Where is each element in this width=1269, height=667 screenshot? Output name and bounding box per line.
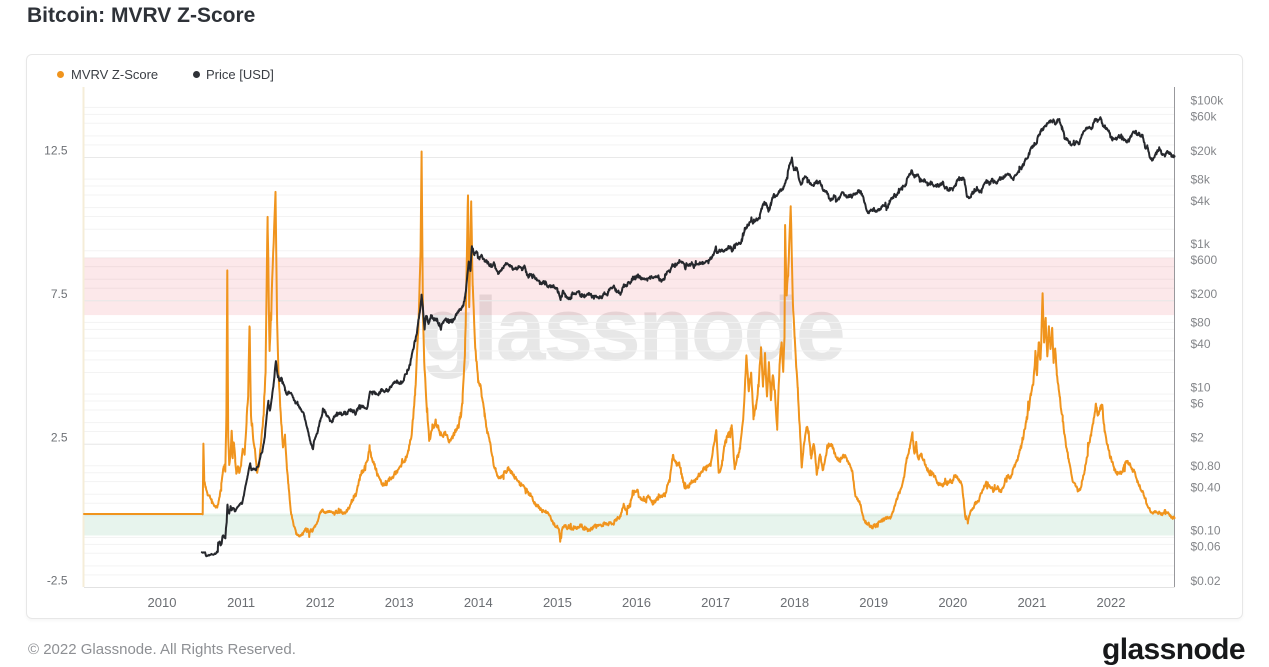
svg-text:$6: $6 — [1191, 396, 1205, 410]
svg-text:$20k: $20k — [1191, 144, 1218, 158]
svg-text:2.5: 2.5 — [51, 430, 68, 444]
svg-text:$10: $10 — [1191, 380, 1211, 394]
svg-text:2012: 2012 — [306, 595, 335, 610]
svg-text:2011: 2011 — [227, 595, 255, 610]
svg-text:7.5: 7.5 — [51, 287, 68, 301]
svg-text:2014: 2014 — [464, 595, 493, 610]
svg-text:glassnode: glassnode — [421, 280, 844, 380]
svg-text:$0.02: $0.02 — [1191, 574, 1221, 588]
svg-text:$2: $2 — [1191, 431, 1205, 445]
svg-text:$40: $40 — [1191, 337, 1211, 351]
svg-text:2017: 2017 — [701, 595, 730, 610]
svg-text:$1k: $1k — [1191, 237, 1211, 251]
svg-text:2013: 2013 — [385, 595, 414, 610]
svg-text:$60k: $60k — [1191, 110, 1218, 124]
svg-text:2015: 2015 — [543, 595, 572, 610]
svg-text:$0.80: $0.80 — [1191, 459, 1221, 473]
svg-text:$4k: $4k — [1191, 194, 1211, 208]
svg-text:$100k: $100k — [1191, 94, 1225, 108]
svg-text:12.5: 12.5 — [44, 144, 68, 158]
svg-text:$0.10: $0.10 — [1191, 524, 1221, 538]
svg-text:$8k: $8k — [1191, 172, 1211, 186]
svg-text:$0.40: $0.40 — [1191, 481, 1221, 495]
svg-text:2020: 2020 — [938, 595, 967, 610]
svg-text:2016: 2016 — [622, 595, 651, 610]
svg-text:$600: $600 — [1191, 253, 1218, 267]
svg-text:-2.5: -2.5 — [47, 574, 68, 588]
svg-text:$200: $200 — [1191, 287, 1218, 301]
svg-text:$80: $80 — [1191, 316, 1211, 330]
svg-text:2018: 2018 — [780, 595, 809, 610]
svg-text:2010: 2010 — [148, 595, 177, 610]
svg-text:$0.06: $0.06 — [1191, 540, 1221, 554]
svg-text:2019: 2019 — [859, 595, 888, 610]
svg-text:2021: 2021 — [1017, 595, 1046, 610]
svg-text:2022: 2022 — [1097, 595, 1126, 610]
